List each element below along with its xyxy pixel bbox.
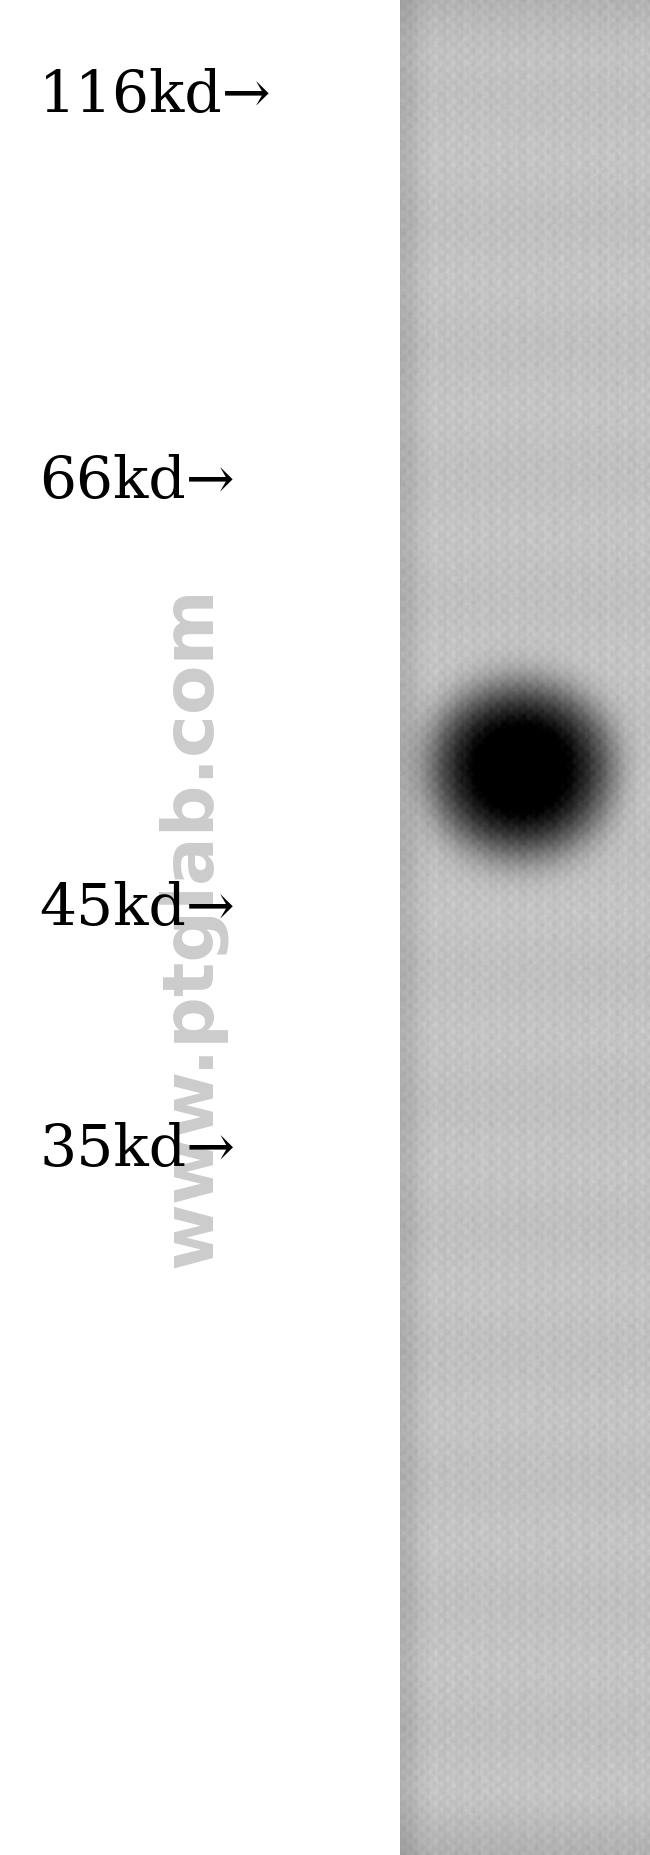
Text: 66kd→: 66kd→: [39, 454, 235, 510]
Text: 116kd→: 116kd→: [39, 69, 272, 124]
Text: 45kd→: 45kd→: [39, 881, 235, 937]
Text: 35kd→: 35kd→: [39, 1122, 235, 1178]
Text: www.ptglab.com: www.ptglab.com: [157, 586, 226, 1269]
